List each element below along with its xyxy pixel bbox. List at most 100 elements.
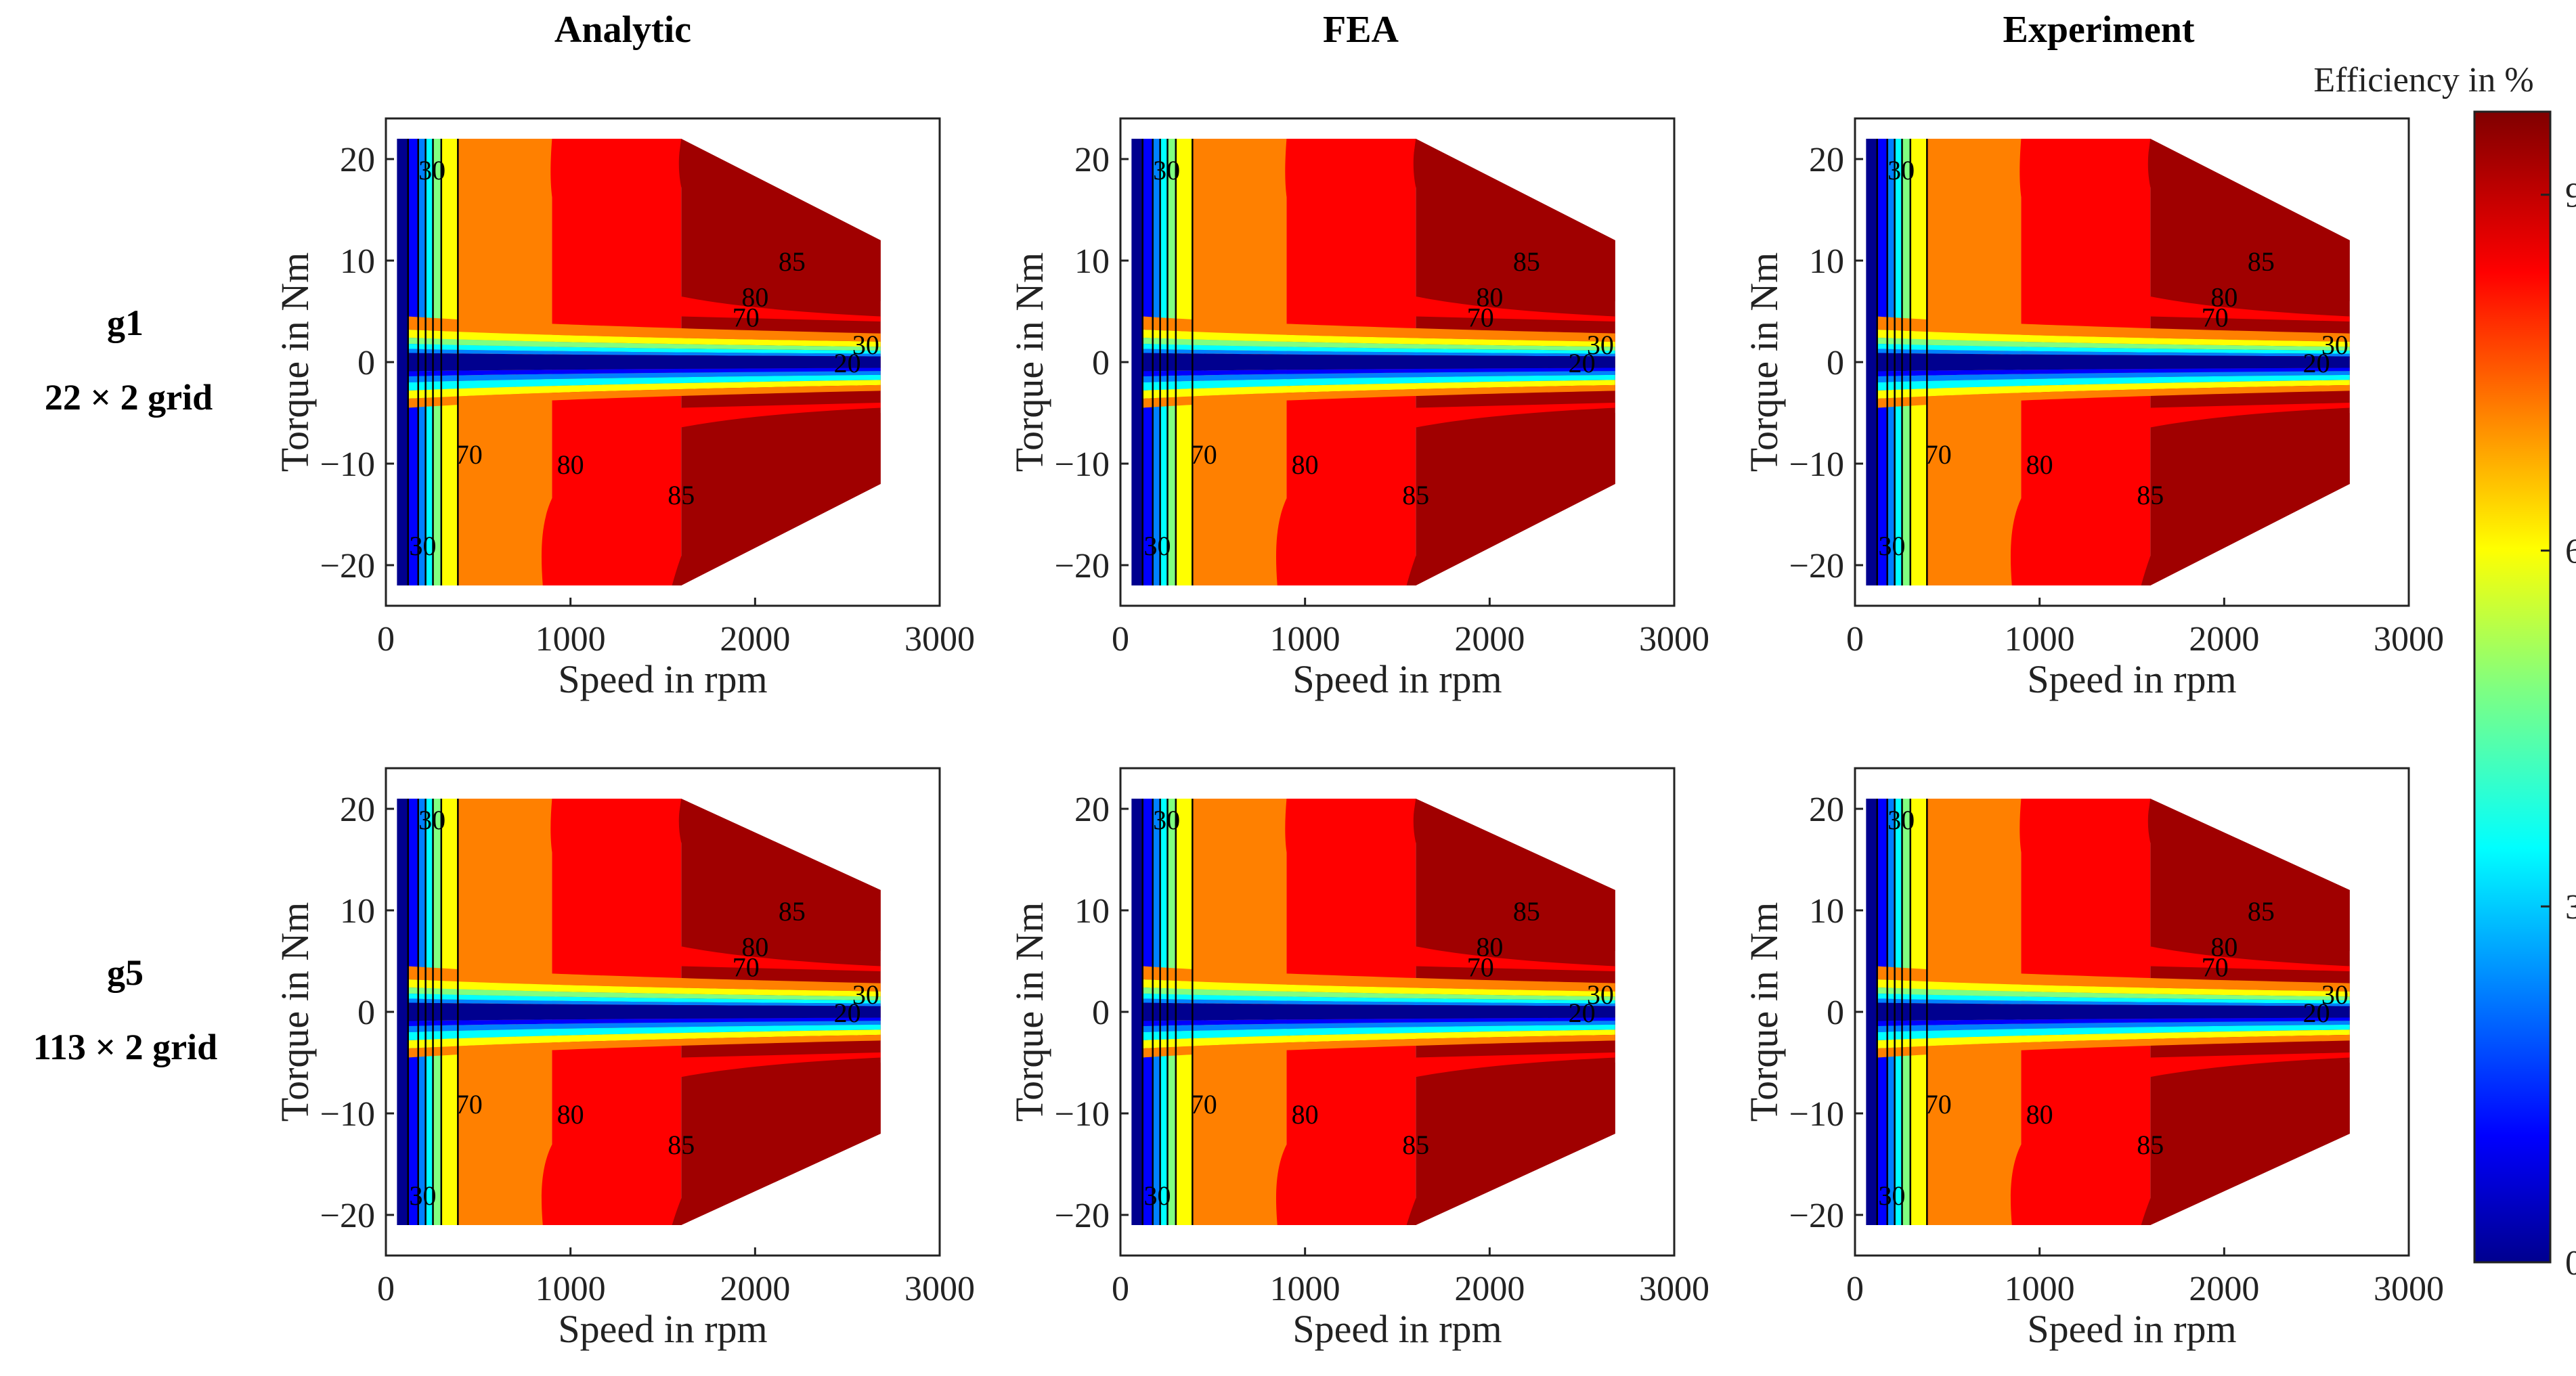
y-tick-label: −20 bbox=[1055, 1197, 1110, 1235]
contour-label: 30 bbox=[418, 805, 445, 835]
contour-label: 85 bbox=[1513, 896, 1540, 927]
colorbar-tick-label: 30 bbox=[2565, 888, 2576, 927]
y-tick-label: 20 bbox=[1809, 141, 1844, 179]
x-tick-label: 1000 bbox=[1270, 1270, 1340, 1308]
efficiency-band-low-torque bbox=[408, 344, 881, 355]
y-axis-label: Torque in Nm bbox=[1742, 252, 1786, 472]
contour-label: 70 bbox=[1925, 439, 1952, 470]
efficiency-band bbox=[1866, 799, 1877, 1225]
contour-label: 30 bbox=[410, 531, 437, 561]
y-tick-label: 0 bbox=[1092, 344, 1110, 382]
efficiency-region-80 bbox=[2020, 799, 2350, 971]
y-tick-label: −20 bbox=[320, 547, 375, 585]
contour-label: 85 bbox=[668, 480, 695, 510]
contour-label: 70 bbox=[2202, 952, 2229, 983]
efficiency-band-low-torque bbox=[408, 379, 881, 399]
y-tick-label: −10 bbox=[1789, 1095, 1844, 1134]
x-tick-label: 1000 bbox=[2005, 1270, 2075, 1308]
y-tick-label: 10 bbox=[1074, 892, 1110, 931]
efficiency-band-low-torque bbox=[1142, 344, 1615, 355]
efficiency-band-low-torque bbox=[1877, 379, 2350, 399]
efficiency-band-low-torque bbox=[1142, 1017, 1615, 1026]
y-tick-label: −20 bbox=[320, 1197, 375, 1235]
efficiency-band-low-torque bbox=[1142, 1020, 1615, 1032]
y-tick-label: 10 bbox=[1809, 242, 1844, 281]
y-tick-label: −20 bbox=[1055, 547, 1110, 585]
contour-label: 85 bbox=[2248, 246, 2275, 277]
contour-label: 20 bbox=[2303, 998, 2330, 1028]
contour-label: 80 bbox=[2210, 932, 2237, 962]
colorbar-gradient bbox=[2473, 110, 2552, 1264]
efficiency-band-low-torque bbox=[408, 994, 881, 1004]
row-label-g1: g1 bbox=[107, 303, 144, 343]
efficiency-band bbox=[397, 799, 408, 1225]
y-tick-label: −10 bbox=[1055, 1095, 1110, 1134]
contour-label: 30 bbox=[418, 155, 445, 185]
y-tick-label: −10 bbox=[1789, 445, 1844, 484]
efficiency-region-80 bbox=[2020, 139, 2350, 321]
efficiency-region-80 bbox=[2010, 403, 2350, 585]
contour-label: 30 bbox=[1879, 1180, 1906, 1211]
y-tick-label: 20 bbox=[1074, 141, 1110, 179]
efficiency-band-low-torque bbox=[408, 370, 881, 382]
contour-label: 80 bbox=[741, 932, 768, 962]
contour-label: 70 bbox=[733, 303, 760, 333]
efficiency-region-80 bbox=[1285, 139, 1615, 321]
contour-label: 70 bbox=[1190, 1089, 1217, 1119]
contour-label: 70 bbox=[2202, 303, 2229, 333]
contour-label: 30 bbox=[1887, 805, 1915, 835]
colorbar-tick-label: 0 bbox=[2565, 1244, 2576, 1283]
efficiency-band-low-torque bbox=[1142, 368, 1615, 376]
x-tick-label: 3000 bbox=[904, 620, 975, 659]
contour-label: 80 bbox=[2210, 282, 2237, 313]
contour-label: 80 bbox=[741, 282, 768, 313]
x-tick-label: 3000 bbox=[904, 1270, 975, 1308]
y-tick-label: 10 bbox=[340, 242, 375, 281]
contour-label: 30 bbox=[852, 979, 879, 1010]
efficiency-band-low-torque bbox=[1142, 374, 1615, 391]
x-tick-label: 0 bbox=[1112, 620, 1129, 659]
x-axis-label: Speed in rpm bbox=[558, 657, 767, 701]
efficiency-band-low-torque bbox=[408, 368, 881, 376]
efficiency-band-low-torque bbox=[1877, 384, 2350, 408]
contour-label: 85 bbox=[1402, 480, 1429, 510]
contour-label: 20 bbox=[1569, 998, 1596, 1028]
contour-label: 80 bbox=[557, 1099, 584, 1130]
efficiency-band-low-torque bbox=[408, 987, 881, 1001]
contour-label: 30 bbox=[1887, 155, 1915, 185]
colorbar: Efficiency in % 0 30 60 90 bbox=[2313, 61, 2576, 1283]
efficiency-band-low-torque bbox=[408, 349, 881, 357]
efficiency-region-80 bbox=[550, 139, 881, 321]
y-tick-label: −10 bbox=[320, 445, 375, 484]
contour-label: 20 bbox=[834, 348, 861, 378]
y-axis-label: Torque in Nm bbox=[273, 902, 317, 1122]
efficiency-region-80 bbox=[1275, 403, 1615, 585]
efficiency-band-low-torque bbox=[1877, 1020, 2350, 1032]
contour-label: 20 bbox=[1569, 348, 1596, 378]
y-axis-label: Torque in Nm bbox=[1007, 902, 1051, 1122]
efficiency-region-80 bbox=[550, 799, 881, 971]
y-tick-label: 20 bbox=[340, 791, 375, 829]
y-tick-label: 10 bbox=[340, 892, 375, 931]
row-label-g1-grid: 22 × 2 grid bbox=[45, 377, 213, 418]
y-tick-label: 0 bbox=[1092, 994, 1110, 1032]
contour-label: 70 bbox=[1190, 439, 1217, 470]
efficiency-region-85 bbox=[2141, 139, 2350, 585]
contour-label: 30 bbox=[410, 1180, 437, 1211]
efficiency-band-low-torque bbox=[408, 374, 881, 391]
efficiency-region-80 bbox=[541, 1052, 881, 1225]
efficiency-band-low-torque bbox=[1877, 1017, 2350, 1026]
contour-label: 80 bbox=[1476, 282, 1503, 313]
contour-label: 85 bbox=[668, 1130, 695, 1160]
contour-label: 70 bbox=[456, 439, 483, 470]
x-tick-label: 2000 bbox=[2189, 620, 2259, 659]
contour-label: 30 bbox=[2321, 979, 2349, 1010]
contour-label: 85 bbox=[779, 246, 806, 277]
contour-label: 30 bbox=[1879, 531, 1906, 561]
contour-label: 85 bbox=[2137, 480, 2164, 510]
x-tick-label: 2000 bbox=[720, 620, 790, 659]
